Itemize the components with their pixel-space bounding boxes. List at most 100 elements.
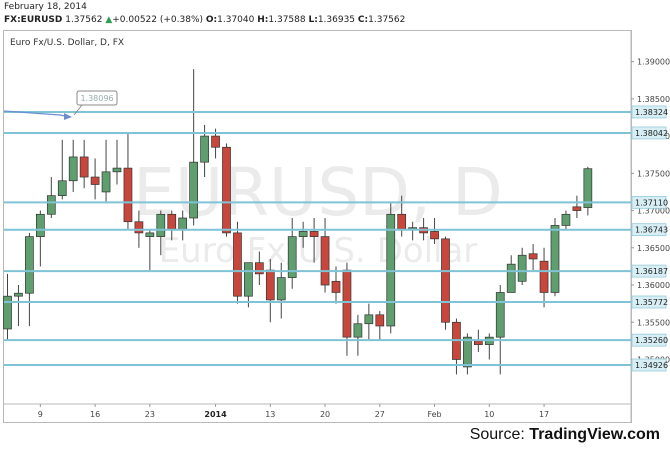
up-arrow-icon: ▲ [105,15,113,25]
callout-pointer [73,104,83,116]
level-price-label: 1.35772 [635,298,668,307]
y-tick-label: 1.35500 [637,318,670,327]
candle-up [57,180,67,197]
level-price-label: 1.38042 [635,129,668,138]
close-value: 1.37562 [368,15,406,25]
candle-down [134,221,144,234]
candle-up [68,156,78,182]
last-price: 1.37562 [65,15,103,25]
candle-down [331,280,341,293]
x-tick-label: 17 [539,410,549,419]
candle-up [35,213,45,237]
level-price-box [631,295,667,309]
y-tick-label: 1.39000 [637,58,670,67]
level-price-label: 1.36743 [635,226,668,235]
open-label: O: [205,15,218,25]
level-price-label: 1.37110 [635,198,668,207]
callout-arrowhead-icon [64,113,72,120]
x-tick-label: 16 [90,410,100,419]
candle-down [397,213,407,230]
candle-down [474,340,483,345]
candle-down [320,236,330,286]
callout-box [76,90,118,106]
candle-down [255,262,264,275]
x-tick-label: 10 [484,410,494,419]
candle-up [506,263,516,293]
level-price-box [631,358,667,372]
level-price-box [631,264,667,278]
x-tick-label: 2014 [204,410,227,419]
candle-up [25,236,34,294]
candle-up [353,323,363,338]
x-tick-label: 20 [320,410,330,419]
candle-up [298,231,308,237]
candle-up [276,277,286,301]
candle-down [309,231,319,237]
candle-up [156,213,166,237]
source-credit: Source: TradingView.com [470,426,660,444]
y-tick-label: 1.37500 [637,169,670,178]
candle-up [200,135,209,163]
y-tick-label: 1.36000 [637,281,670,290]
candle-up [561,213,571,226]
low-value: 1.36935 [317,15,356,25]
candle-down [233,232,242,297]
candle-up [3,295,12,330]
candle-up [112,167,122,173]
level-price-box [631,126,667,140]
candle-up [364,314,374,325]
callout-label: 1.38096 [80,94,113,103]
candle-down [90,176,100,185]
source-brand[interactable]: TradingView.com [529,426,660,443]
candle-down [528,253,538,260]
level-price-label: 1.34926 [635,361,668,370]
candle-down [79,156,89,178]
candle-up [244,262,253,297]
price-change: +0.00522 (+0.38%) [112,15,204,25]
level-price-box [631,196,667,209]
source-prefix: Source: [469,426,530,443]
candle-up [178,217,188,230]
level-price-box [631,223,667,237]
candle-down [572,206,582,211]
candle-down [123,167,133,223]
x-tick-label: 27 [375,410,385,419]
close-label: C: [357,15,369,25]
candle-down [342,269,352,338]
candle-down [167,213,177,230]
high-value: 1.37588 [268,15,306,25]
candle-up [189,161,198,219]
candle-down [430,231,439,240]
candle-up [14,292,23,297]
candle-down [441,238,450,323]
level-price-label: 1.35260 [635,336,668,345]
low-label: L: [308,15,318,25]
watermark-symbol: EURUSD, D [133,154,503,231]
candle-up [517,254,527,282]
quote-line: FX:EURUSD 1.37562 ▲+0.00522 (+0.38%) O:1… [4,15,405,25]
x-tick-label: 23 [145,410,155,419]
level-price-label: 1.38324 [635,108,668,117]
chart-title: Euro Fx/U.S. Dollar, D, FX [10,38,124,48]
open-value: 1.37040 [217,15,255,25]
candle-down [375,314,385,327]
x-tick-label: 9 [38,410,43,419]
level-price-box [631,105,667,119]
high-label: H: [257,15,269,25]
candle-down [539,260,549,293]
candle-up [287,236,297,278]
candle-up [145,232,155,237]
candle-up [583,168,593,208]
candle-down [222,146,231,234]
candle-down [265,269,275,301]
y-tick-label: 1.36500 [637,244,670,253]
x-tick-label: 13 [265,410,275,419]
y-tick-label: 1.37000 [637,207,670,216]
candle-up [463,336,472,368]
candle-up [495,292,505,338]
candle-up [101,171,111,193]
level-price-box [631,333,667,347]
level-price-label: 1.36187 [635,267,668,276]
x-tick-label: Feb [427,410,441,419]
